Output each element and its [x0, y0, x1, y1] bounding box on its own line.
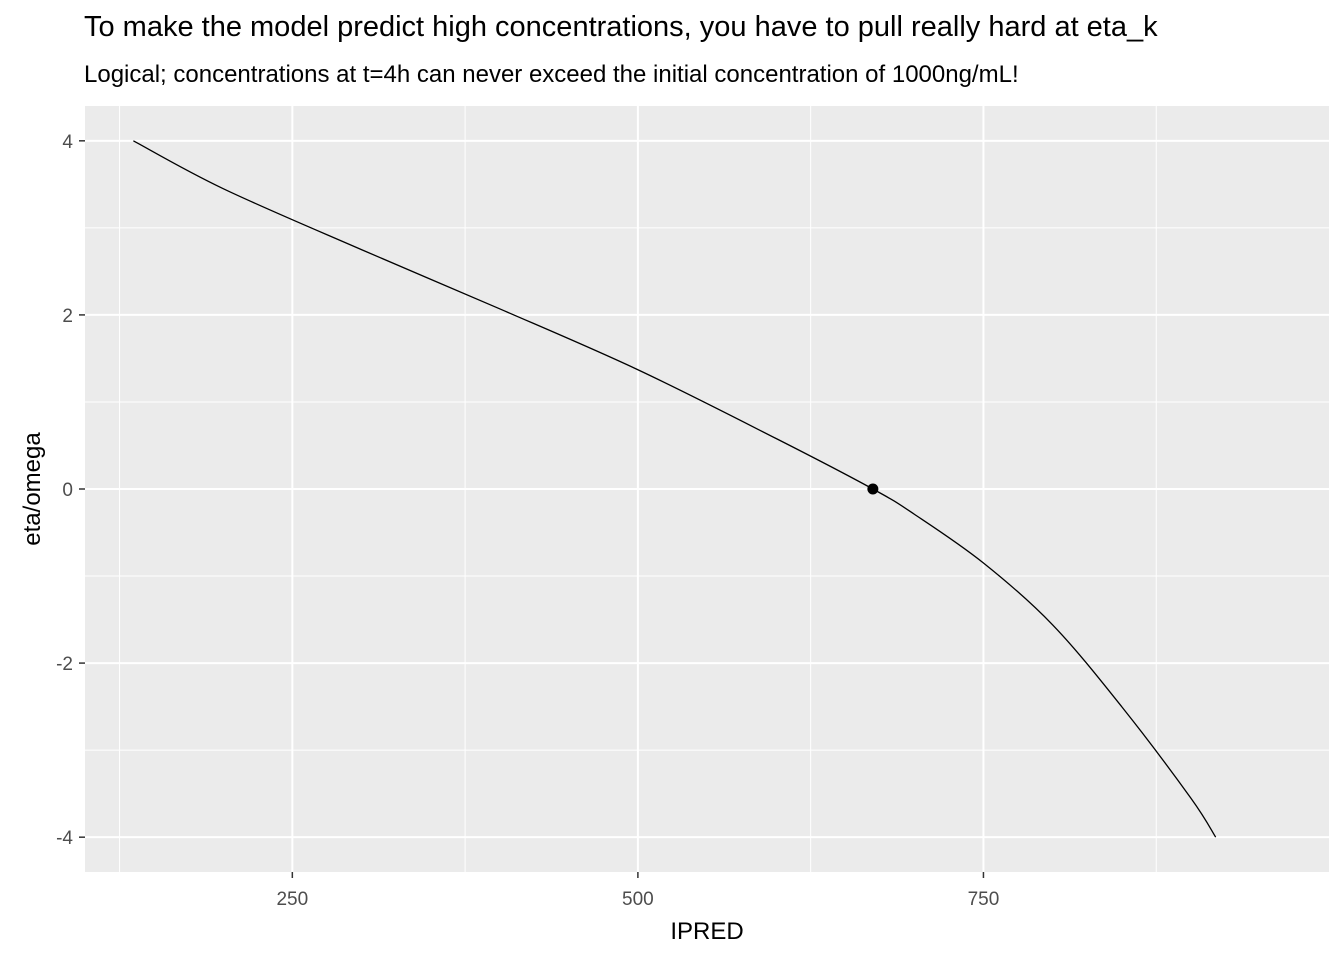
y-tick-label: 2	[62, 306, 73, 327]
grid-major	[85, 106, 1329, 872]
y-axis: -4 -2 0 2 4	[56, 132, 85, 849]
y-tick-label: -2	[56, 654, 73, 675]
y-tick-label: 4	[62, 132, 73, 153]
chart-subtitle: Logical; concentrations at t=4h can neve…	[84, 61, 1019, 88]
y-tick-label: -4	[56, 828, 73, 849]
x-tick-label: 750	[968, 889, 1000, 910]
x-tick-label: 500	[622, 889, 654, 910]
y-axis-title: eta/omega	[19, 432, 46, 546]
x-axis-title: IPRED	[670, 918, 743, 945]
data-point	[867, 483, 879, 495]
series-layer	[133, 140, 1217, 838]
point-layer	[867, 483, 879, 495]
x-axis: 250 500 750	[276, 872, 999, 910]
series-line	[133, 140, 1217, 838]
y-tick-label: 0	[62, 480, 73, 501]
x-tick-label: 250	[276, 889, 308, 910]
chart-title: To make the model predict high concentra…	[84, 11, 1158, 43]
